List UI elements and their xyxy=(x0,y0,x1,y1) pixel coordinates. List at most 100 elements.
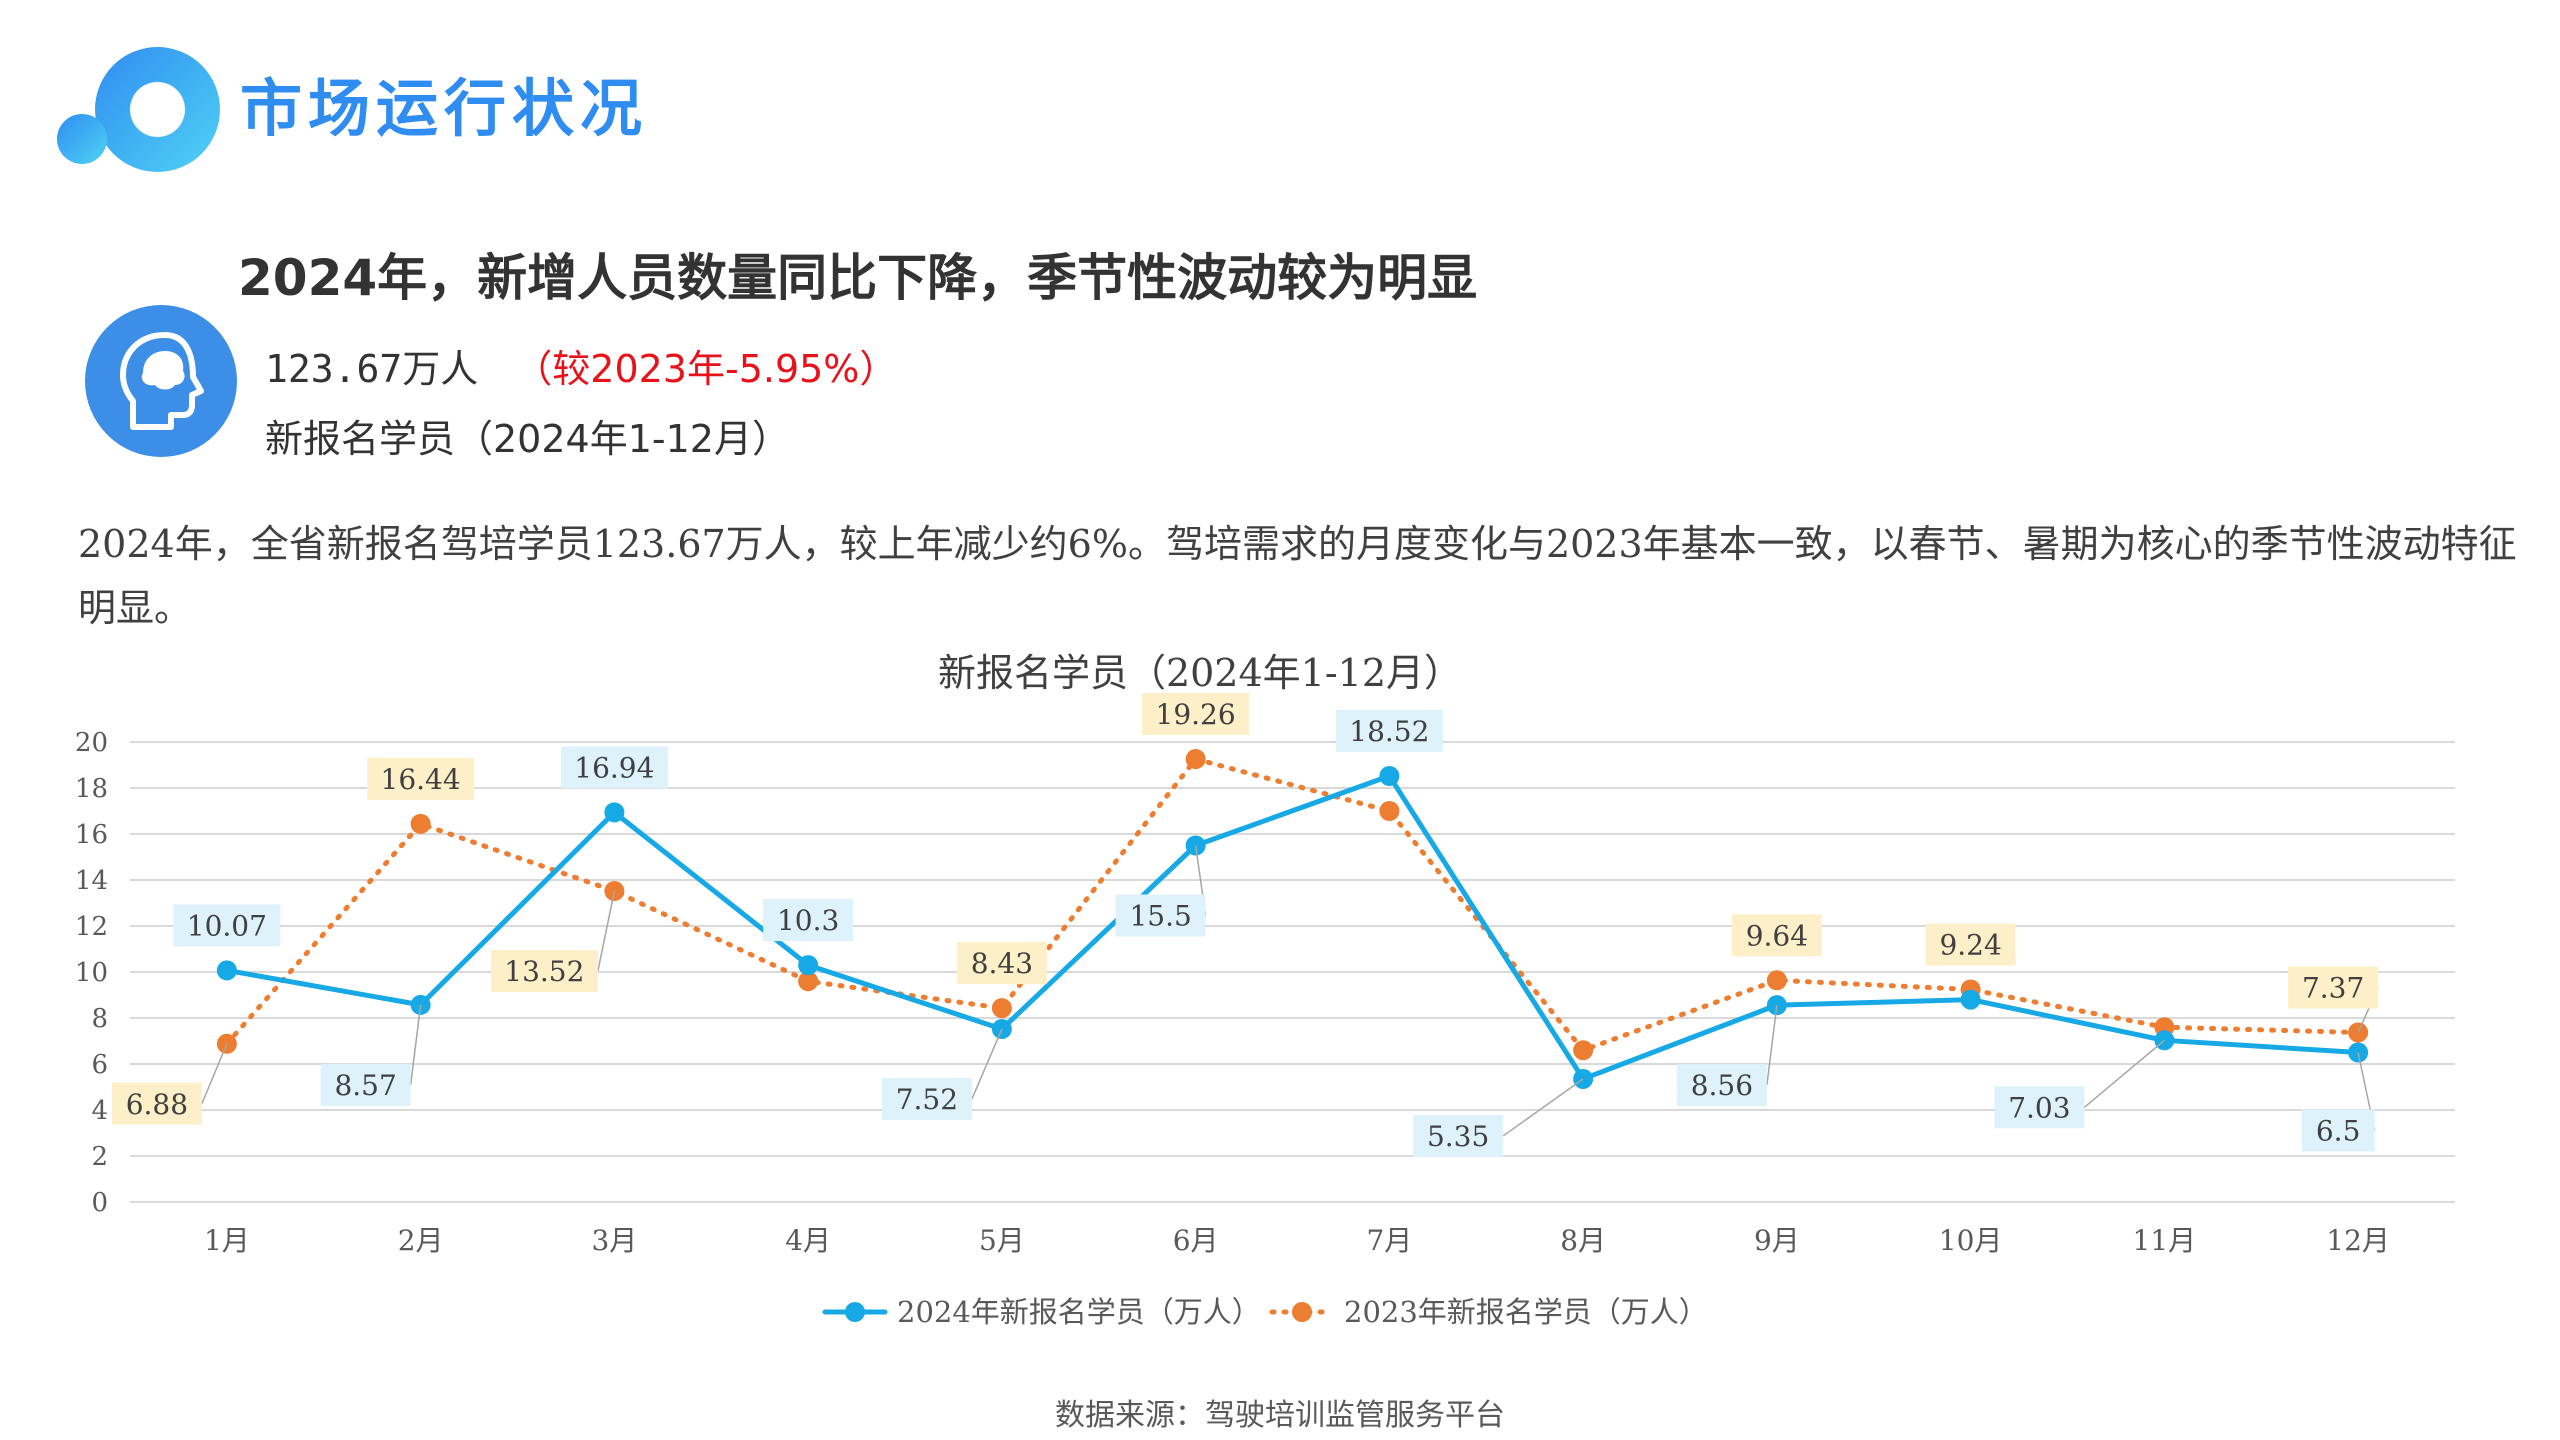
series-2024-point xyxy=(1573,1068,1594,1089)
x-tick-label: 2月 xyxy=(398,1224,444,1257)
label-leader-line xyxy=(971,1028,1003,1100)
data-label-2023: 19.26 xyxy=(1156,698,1236,731)
y-tick-label: 2 xyxy=(91,1142,108,1172)
data-label-box xyxy=(173,904,281,947)
series-2023-point xyxy=(1573,1040,1594,1061)
data-label-2023: 13.52 xyxy=(504,955,584,988)
y-tick-label: 8 xyxy=(91,1004,108,1034)
x-tick-label: 9月 xyxy=(1754,1224,1800,1257)
y-tick-label: 20 xyxy=(75,728,108,758)
headline: 2024年，新增人员数量同比下降，季节性波动较为明显 xyxy=(238,249,1478,307)
data-label-2023: 9.24 xyxy=(1939,928,2001,961)
section-title: 市场运行状况 xyxy=(240,72,649,145)
data-label-2024: 7.52 xyxy=(896,1083,958,1116)
label-leader-line xyxy=(2083,1039,2165,1108)
data-label-box xyxy=(763,899,854,942)
data-label-box xyxy=(2301,1109,2375,1152)
data-label-box xyxy=(490,950,598,993)
y-tick-label: 16 xyxy=(75,820,108,850)
section-logo xyxy=(55,42,225,172)
x-tick-label: 3月 xyxy=(591,1224,637,1257)
label-leader-line xyxy=(409,1004,422,1085)
y-tick-label: 4 xyxy=(91,1096,108,1126)
data-label-box xyxy=(1994,1086,2085,1129)
data-label-2024: 8.57 xyxy=(334,1069,396,1102)
data-label-box xyxy=(956,942,1047,985)
data-label-box xyxy=(1142,693,1250,736)
data-label-2023: 6.88 xyxy=(126,1088,188,1121)
x-tick-label: 1月 xyxy=(204,1224,250,1257)
data-label-2023: 8.43 xyxy=(971,947,1033,980)
series-2023-point xyxy=(1379,801,1400,821)
data-label-box xyxy=(1335,710,1443,753)
logo-dot xyxy=(57,114,107,164)
y-tick-label: 18 xyxy=(75,774,108,804)
legend-2024-label: 2024年新报名学员（万人） xyxy=(897,1295,1261,1329)
x-tick-label: 12月 xyxy=(2326,1224,2390,1257)
data-label-box xyxy=(560,746,668,789)
data-label-2024: 10.07 xyxy=(187,909,267,942)
y-tick-label: 10 xyxy=(75,958,108,988)
data-label-2024: 7.03 xyxy=(2008,1091,2070,1124)
stat-value: 123.67万人 xyxy=(265,347,479,391)
data-source: 数据来源：驾驶培训监管服务平台 xyxy=(1055,1398,1505,1433)
series-2024-point xyxy=(798,955,819,976)
data-label-box xyxy=(320,1063,411,1106)
y-tick-label: 14 xyxy=(75,866,108,896)
y-tick-label: 6 xyxy=(91,1050,108,1080)
series-2023-point xyxy=(1766,970,1787,991)
data-label-2023: 7.37 xyxy=(2302,971,2364,1004)
series-2024-point xyxy=(216,960,237,981)
label-leader-line xyxy=(1766,1005,1778,1086)
series-2024-line xyxy=(224,773,2361,1082)
data-label-2024: 8.56 xyxy=(1691,1069,1753,1102)
x-tick-label: 8月 xyxy=(1560,1224,1606,1257)
data-label-2024: 18.52 xyxy=(1349,715,1429,748)
stat-value-line: 123.67万人 （较2023年-5.95%） xyxy=(265,338,897,393)
data-label-box xyxy=(2288,966,2379,1009)
series-2023-point xyxy=(798,971,819,992)
label-leader-line xyxy=(201,1043,228,1105)
chart-title: 新报名学员（2024年1-12月） xyxy=(938,651,1462,695)
data-label-box xyxy=(1413,1114,1504,1157)
legend-2023-swatch-dot xyxy=(1292,1302,1312,1322)
label-leader-line xyxy=(1502,1078,1584,1137)
series-2023-point xyxy=(410,813,431,834)
data-label-box xyxy=(1925,923,2016,966)
data-label-box xyxy=(881,1078,972,1121)
data-label-box xyxy=(1115,894,1206,937)
stat-change: （较2023年-5.95%） xyxy=(514,347,898,391)
description: 2024年，全省新报名驾培学员123.67万人，较上年减少约6%。驾培需求的月度… xyxy=(78,522,2517,630)
series-2023-point xyxy=(604,881,625,902)
x-tick-label: 4月 xyxy=(785,1224,831,1257)
data-label-2024: 15.5 xyxy=(1129,900,1191,933)
stat-label: 新报名学员（2024年1-12月） xyxy=(265,417,790,461)
data-label-2024: 10.3 xyxy=(777,904,839,937)
y-tick-label: 0 xyxy=(91,1188,108,1218)
series-2024-point xyxy=(604,802,625,823)
data-label-2024: 5.35 xyxy=(1427,1120,1489,1153)
legend-2024-swatch-dot xyxy=(845,1302,865,1322)
series-2023-point xyxy=(991,998,1012,1019)
data-label-box xyxy=(111,1082,202,1125)
logo-ring xyxy=(95,47,220,172)
series-2024-point xyxy=(1960,989,1981,1010)
x-tick-label: 10月 xyxy=(1939,1224,2003,1257)
x-tick-label: 7月 xyxy=(1366,1224,1412,1257)
data-label-box xyxy=(1731,914,1822,957)
legend-2023-label: 2023年新报名学员（万人） xyxy=(1344,1295,1708,1329)
label-leader-line xyxy=(597,890,616,972)
data-label-2024: 16.94 xyxy=(574,751,654,784)
series-2023-line xyxy=(224,756,2361,1053)
line-chart: 新报名学员（2024年1-12月） 0 2 4 6 8 10 12 14 16 18 20 1月 2月 3月… xyxy=(75,651,2455,1329)
data-label-box xyxy=(367,757,475,800)
x-tick-label: 6月 xyxy=(1173,1224,1219,1257)
data-label-box xyxy=(1676,1064,1767,1107)
x-tick-label: 5月 xyxy=(979,1224,1025,1257)
head-brain-icon xyxy=(85,305,237,457)
data-label-2024: 6.5 xyxy=(2316,1115,2361,1148)
series-2024-point xyxy=(1379,766,1400,787)
y-tick-label: 12 xyxy=(75,912,108,942)
data-label-2023: 16.44 xyxy=(381,763,461,796)
x-tick-label: 11月 xyxy=(2133,1224,2197,1257)
